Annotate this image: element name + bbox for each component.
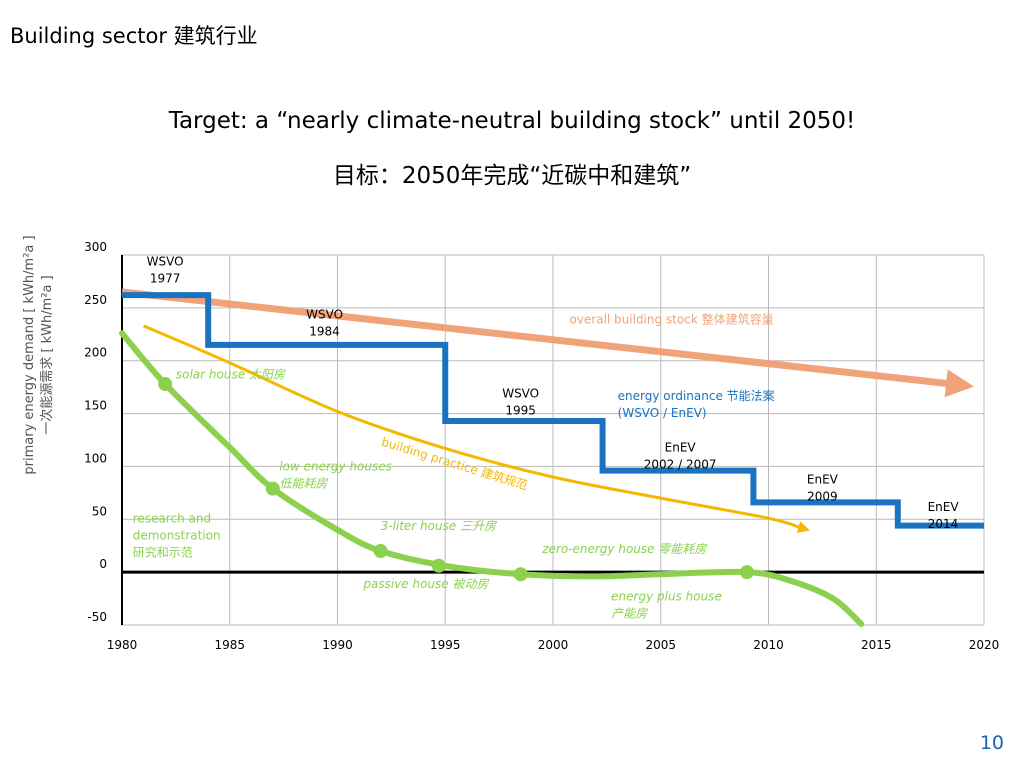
annotation-building-practice-line-1: building practice 建筑规范 [380,434,530,493]
annotation-enev-2009: EnEV 2009 [807,472,839,503]
research-marker-1 [158,376,173,391]
x-tick-2005: 2005 [645,638,676,652]
annotation-three-liter-house-line-1: 3-liter house 三升房 [381,519,497,533]
annotation-energy-ordinance: energy ordinance 节能法案 (WSVO / EnEV) [618,388,775,420]
x-tick-2010: 2010 [753,638,784,652]
y-tick-300: 300 [84,240,107,254]
annotation-wsvo-1977-line-1: WSVO [147,255,184,269]
axes [121,255,984,625]
annotation-solar-house: solar house 太阳房 [176,368,286,382]
y-axis-label: primary energy demand [ kWh/m²a ] 一次能源需求 … [22,235,55,474]
x-tick-1980: 1980 [107,638,138,652]
annotation-low-energy-houses-line-2: 低能耗房 [279,477,328,491]
research-marker-6 [739,565,754,580]
x-tick-1995: 1995 [430,638,461,652]
research-marker-4 [431,558,446,573]
annotation-energy-plus-house: energy plus house 产能房 [611,590,722,621]
annotation-enev-2002-2007: EnEV 2002 / 2007 [644,441,717,472]
y-tick-50: 50 [92,504,107,518]
annotation-wsvo-1995-line-2: 1995 [505,404,536,418]
y-tick--50: -50 [87,610,107,624]
annotation-wsvo-1984: WSVO 1984 [306,307,343,338]
annotation-overall-building-stock: overall building stock 整体建筑容量 [569,312,773,327]
slide-number: 10 [979,732,1004,754]
series-overall-building-stock [121,288,974,398]
y-tick-150: 150 [84,399,107,413]
annotation-wsvo-1977: WSVO 1977 [147,255,184,286]
annotation-research-and-demonstration: research and demonstration 研究和示范 [133,511,221,559]
series-research-and-demonstration [119,330,865,627]
annotation-low-energy-houses: low energy houses 低能耗房 [279,460,392,491]
annotation-energy-plus-house-line-1: energy plus house [611,590,722,604]
annotation-enev-2009-line-1: EnEV [807,472,839,486]
annotation-energy-ordinance-line-2: (WSVO / EnEV) [618,406,707,420]
y-tick-200: 200 [84,346,107,360]
annotation-building-practice: building practice 建筑规范 [380,434,530,493]
annotation-enev-2014-line-2: 2014 [928,517,959,531]
research-marker-2 [265,481,280,496]
annotation-wsvo-1984-line-2: 1984 [309,324,340,338]
annotation-enev-2014-line-1: EnEV [928,500,960,514]
annotation-enev-2009-line-2: 2009 [807,489,838,503]
annotation-research-and-demonstration-line-3: 研究和示范 [133,544,193,559]
series [119,288,984,627]
annotation-energy-ordinance-line-1: energy ordinance 节能法案 [618,388,775,403]
y-tick-labels: 300 250 200 150 100 50 0 -50 [84,240,107,624]
x-tick-1990: 1990 [322,638,353,652]
annotation-enev-2002-2007-line-2: 2002 / 2007 [644,458,717,472]
annotation-enev-2014: EnEV 2014 [928,500,960,531]
y-tick-250: 250 [84,293,107,307]
annotation-passive-house: passive house 被动房 [362,577,489,591]
y-tick-0: 0 [99,557,107,571]
y-tick-100: 100 [84,451,107,465]
annotation-zero-energy-house: zero-energy house 零能耗房 [541,542,707,556]
annotation-low-energy-houses-line-1: low energy houses [279,460,392,474]
annotation-wsvo-1995-line-1: WSVO [502,387,539,401]
annotation-research-and-demonstration-line-2: demonstration [133,528,221,542]
annotation-wsvo-1977-line-2: 1977 [150,272,181,286]
target-chinese: 目标：2050年完成“近碳中和建筑” [332,163,692,189]
x-tick-2000: 2000 [538,638,569,652]
annotation-enev-2002-2007-line-1: EnEV [665,441,697,455]
annotation-research-and-demonstration-line-1: research and [133,511,211,525]
annotation-wsvo-1995: WSVO 1995 [502,387,539,418]
annotation-three-liter-house: 3-liter house 三升房 [381,519,497,533]
x-tick-2015: 2015 [861,638,892,652]
x-tick-2020: 2020 [969,638,1000,652]
annotation-energy-plus-house-line-2: 产能房 [611,607,648,621]
series-building-practice [142,324,811,533]
x-tick-labels: 1980 1985 1990 1995 2000 2005 2010 2015 2020 [107,638,1000,652]
research-marker-5 [513,567,528,582]
y-axis-label-line-1: primary energy demand [ kWh/m²a ] [22,235,37,474]
series-regulation-steps [122,292,984,529]
annotation-passive-house-line-1: passive house 被动房 [362,577,489,591]
annotation-wsvo-1984-line-1: WSVO [306,307,343,321]
y-axis-label-line-2: 一次能源需求 [ kWh/m²a ] [39,275,55,434]
grid-lines [122,254,985,626]
annotation-zero-energy-house-line-1: zero-energy house 零能耗房 [541,542,707,556]
slide-title: Building sector 建筑行业 [10,24,258,48]
research-marker-3 [373,544,388,558]
annotation-solar-house-line-1: solar house 太阳房 [176,368,286,382]
target-english: Target: a “nearly climate-neutral buildi… [168,108,856,134]
annotation-overall-building-stock-line-1: overall building stock 整体建筑容量 [569,312,773,327]
x-tick-1985: 1985 [214,638,245,652]
